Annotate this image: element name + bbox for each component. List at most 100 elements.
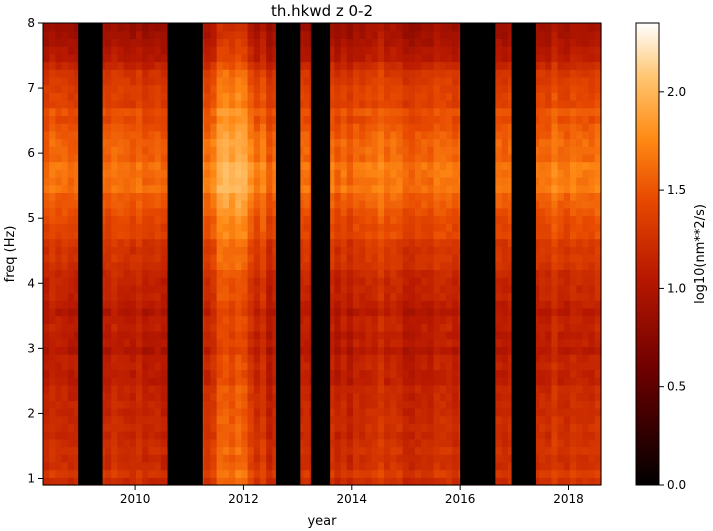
heatmap-cell [415, 361, 422, 371]
heatmap-cell [539, 30, 546, 39]
heatmap-cell [49, 431, 56, 440]
heatmap-cell [111, 331, 118, 340]
heatmap-cell [260, 315, 267, 324]
heatmap-cell [545, 223, 552, 232]
heatmap-cell [340, 161, 348, 170]
heatmap-cell [446, 146, 453, 155]
heatmap-cell [353, 177, 360, 186]
heatmap-cell [384, 354, 391, 363]
heatmap-cell [210, 338, 218, 347]
heatmap-cell [446, 200, 453, 209]
heatmap-cell [229, 254, 236, 263]
heatmap-cell [495, 130, 503, 140]
heatmap-cell [117, 100, 125, 109]
heatmap-cell [539, 223, 546, 232]
heatmap-cell [433, 408, 441, 417]
heatmap-cell [433, 369, 441, 378]
heatmap-cell [247, 223, 255, 232]
heatmap-cell [377, 454, 385, 463]
heatmap-cell [235, 361, 242, 371]
heatmap-cell [303, 346, 311, 355]
heatmap-cell [266, 146, 273, 155]
heatmap-cell [545, 153, 552, 163]
heatmap-cell [402, 184, 410, 193]
heatmap-cell [384, 346, 391, 355]
heatmap-cell [384, 323, 391, 332]
heatmap-cell [297, 61, 304, 70]
heatmap-cell [359, 307, 366, 317]
heatmap-cell [229, 184, 236, 193]
heatmap-cell [241, 408, 249, 417]
heatmap-cell [129, 115, 137, 124]
heatmap-cell [105, 30, 112, 39]
heatmap-cell [105, 53, 112, 63]
heatmap-cell [272, 23, 280, 32]
heatmap-cell [247, 61, 255, 70]
heatmap-cell [235, 292, 242, 301]
heatmap-cell [365, 446, 373, 455]
heatmap-cell [439, 30, 447, 39]
heatmap-cell [545, 307, 552, 317]
heatmap-cell [216, 415, 224, 424]
heatmap-cell [235, 392, 242, 401]
heatmap-cell [452, 30, 459, 39]
heatmap-cell [557, 423, 565, 432]
heatmap-cell [359, 254, 366, 263]
heatmap-cell [408, 408, 416, 417]
heatmap-cell [260, 369, 267, 378]
heatmap-cell [359, 461, 366, 471]
heatmap-cell [61, 446, 69, 455]
heatmap-cell [148, 346, 156, 355]
heatmap-cell [452, 61, 459, 70]
heatmap-cell [204, 38, 211, 47]
heatmap-cell [346, 300, 354, 309]
heatmap-cell [266, 138, 273, 147]
heatmap-cell [117, 169, 125, 178]
heatmap-cell [365, 46, 373, 55]
heatmap-cell [43, 292, 50, 301]
heatmap-cell [253, 361, 261, 371]
heatmap-cell [371, 354, 379, 363]
heatmap-cell [229, 315, 236, 324]
heatmap-cell [160, 261, 168, 270]
heatmap-cell [67, 61, 75, 70]
heatmap-cell [390, 161, 397, 170]
heatmap-cell [49, 454, 56, 463]
heatmap-cell [241, 246, 249, 255]
heatmap-cell [123, 223, 131, 232]
heatmap-cell [241, 177, 249, 186]
heatmap-cell [545, 331, 552, 340]
heatmap-cell [427, 138, 435, 147]
heatmap-cell [129, 30, 137, 39]
heatmap-cell [266, 477, 273, 486]
heatmap-cell [136, 477, 143, 486]
heatmap-cell [67, 100, 75, 109]
heatmap-cell [210, 423, 218, 432]
heatmap-cell [204, 423, 211, 432]
heatmap-cell [260, 300, 267, 309]
heatmap-cell [353, 100, 360, 109]
heatmap-cell [266, 269, 273, 278]
heatmap-cell [346, 38, 354, 47]
heatmap-cell [396, 161, 404, 170]
heatmap-cell [377, 223, 385, 232]
heatmap-cell [204, 384, 211, 394]
heatmap-cell [235, 431, 242, 440]
heatmap-cell [160, 76, 168, 86]
heatmap-cell [439, 61, 447, 70]
heatmap-cell [421, 215, 428, 224]
heatmap-cell [532, 130, 540, 140]
heatmap-cell [43, 477, 50, 486]
heatmap-cell [148, 331, 156, 340]
heatmap-cell [415, 184, 422, 193]
heatmap-cell [160, 207, 168, 217]
heatmap-cell [222, 207, 230, 217]
heatmap-cell [142, 92, 149, 101]
heatmap-cell [532, 138, 540, 147]
heatmap-cell [272, 76, 280, 86]
heatmap-cell [154, 392, 162, 401]
heatmap-cell [142, 338, 149, 347]
heatmap-cell [260, 30, 267, 39]
heatmap-cell [266, 84, 273, 93]
heatmap-cell [551, 115, 559, 124]
